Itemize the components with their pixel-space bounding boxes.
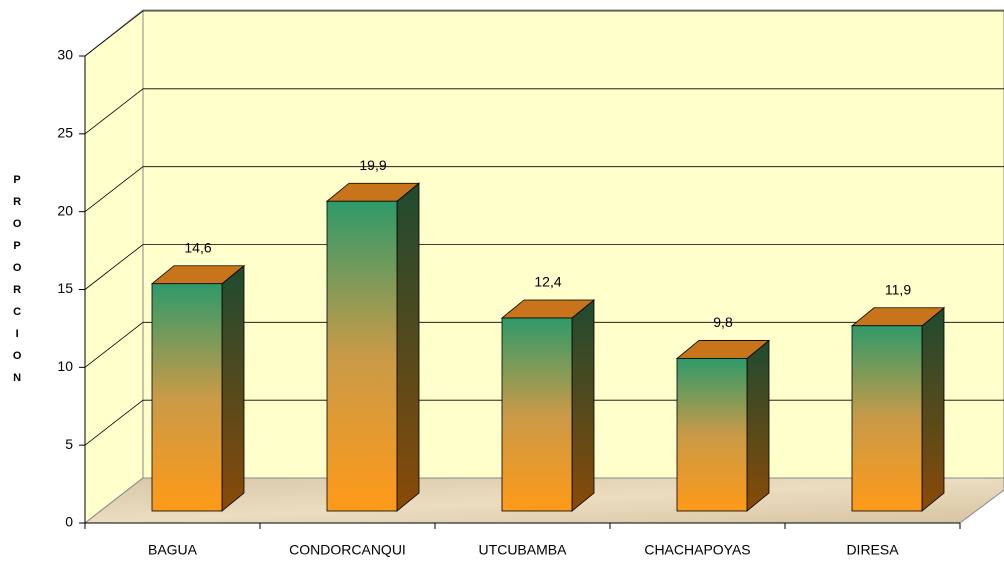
bar-side	[221, 264, 245, 512]
x-tick-label: CHACHAPOYAS	[644, 542, 750, 558]
bar-side	[746, 339, 770, 512]
x-tick-label: CONDORCANQUI	[289, 542, 406, 558]
value-label: 11,9	[885, 281, 911, 297]
y-axis-label: PROPORCION	[11, 174, 23, 394]
grid-line	[84, 166, 1004, 212]
grid-line	[84, 10, 1004, 57]
bar	[151, 283, 223, 512]
y-tick-label: 0	[65, 514, 73, 530]
value-label: 19,9	[359, 157, 386, 173]
y-tick-label: 5	[65, 436, 73, 452]
bar-side	[571, 299, 595, 512]
grid-line	[84, 321, 1004, 368]
bar	[676, 358, 748, 512]
value-label: 9,8	[713, 314, 733, 330]
bar-side	[396, 182, 420, 512]
x-tick-label: UTCUBAMBA	[479, 542, 568, 558]
y-tick-label: 15	[57, 280, 73, 296]
bar-side	[921, 306, 945, 512]
y-tick-label: 25	[57, 125, 73, 141]
y-tick-label: 10	[57, 358, 73, 374]
value-label: 12,4	[534, 274, 561, 290]
grid-line	[84, 88, 1004, 135]
x-tick-label: BAGUA	[148, 542, 198, 558]
bar	[851, 325, 923, 512]
value-label: 14,6	[184, 239, 211, 255]
bar	[326, 200, 398, 512]
y-tick-label: 30	[57, 47, 73, 63]
grid-line	[84, 244, 1004, 290]
y-tick-label: 20	[57, 202, 73, 218]
bar	[501, 317, 573, 512]
x-tick-label: DIRESA	[846, 542, 899, 558]
